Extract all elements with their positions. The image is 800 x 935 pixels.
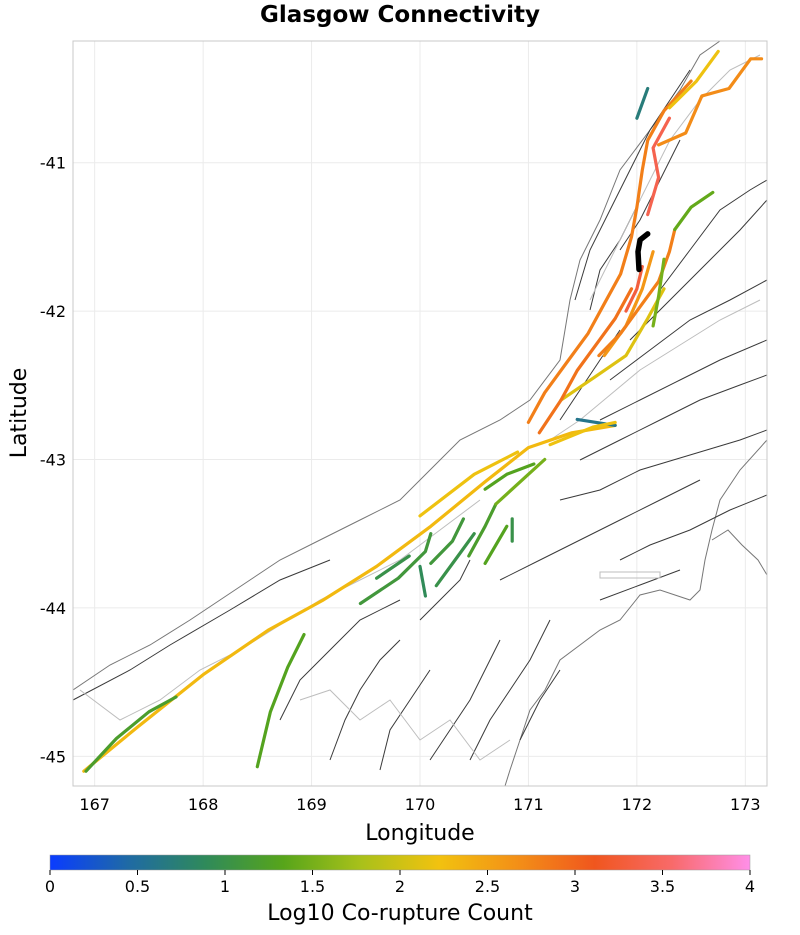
background-fault — [519, 669, 561, 741]
connectivity-segment — [255, 633, 306, 769]
background-fault — [609, 279, 767, 381]
colorbar-tick-label: 1.5 — [300, 877, 325, 896]
connectivity-segment — [483, 524, 509, 565]
connectivity-segment — [597, 227, 677, 358]
background-fault — [469, 619, 551, 761]
background-fault — [73, 559, 331, 701]
background-fault — [629, 199, 767, 341]
grid — [73, 41, 767, 786]
connectivity-segment — [429, 517, 465, 565]
background-fault — [599, 339, 767, 421]
glasgow-source-fault — [635, 231, 651, 273]
connectivity-segment — [667, 49, 720, 110]
background-fault — [619, 494, 767, 561]
x-tick-label: 173 — [730, 795, 761, 814]
background-fault — [619, 139, 681, 251]
background-fault — [419, 559, 471, 621]
background-fault — [579, 374, 767, 461]
colorbar-ticks: 0 0.5 1 1.5 2 2.5 3 3.5 4 — [45, 870, 755, 896]
connectivity-segment — [635, 86, 650, 120]
background-fault — [499, 479, 701, 581]
colorbar-tick-label: 2 — [395, 877, 405, 896]
x-tick-label: 171 — [513, 795, 544, 814]
background-fault — [429, 639, 501, 761]
x-tick-label: 168 — [188, 795, 219, 814]
coastline — [73, 41, 721, 691]
east-coastline — [504, 439, 767, 786]
connectivity-segment — [467, 502, 498, 558]
y-tick-label: -41 — [40, 154, 66, 173]
connectivity-segment — [82, 423, 617, 773]
fault-subsection-outline — [599, 571, 661, 579]
colorbar-tick-label: 3 — [570, 877, 580, 896]
y-axis-ticks: -41 -42 -43 -44 -45 — [40, 154, 66, 767]
x-tick-label: 169 — [296, 795, 327, 814]
x-axis-label: Longitude — [365, 821, 474, 846]
connectivity-segment — [651, 257, 666, 328]
connectivity-segment — [559, 287, 666, 402]
connectivity-segment — [646, 116, 671, 217]
y-tick-label: -45 — [40, 747, 66, 766]
background-fault — [659, 179, 767, 291]
y-tick-label: -44 — [40, 599, 66, 618]
x-tick-label: 167 — [79, 795, 110, 814]
colorbar-label: Log10 Co-rupture Count — [267, 901, 533, 926]
connectivity-segment — [673, 190, 715, 232]
connectivity-segment — [375, 554, 411, 580]
background-fault — [559, 429, 767, 501]
background-fault — [589, 199, 641, 311]
colorbar-tick-label: 3.5 — [650, 877, 675, 896]
connectivity-segment — [358, 532, 433, 606]
fault-subsection-outline — [299, 689, 511, 761]
colorbar-tick-label: 4 — [745, 877, 755, 896]
connectivity-lines — [82, 49, 764, 773]
banks-peninsula-coast — [711, 529, 767, 576]
connectivity-segment — [418, 450, 520, 518]
connectivity-segment — [434, 532, 476, 588]
x-tick-label: 172 — [622, 795, 653, 814]
connectivity-segment — [537, 287, 634, 435]
colorbar-tick-label: 2.5 — [475, 877, 500, 896]
colorbar-tick-label: 1 — [220, 877, 230, 896]
y-tick-label: -43 — [40, 451, 66, 470]
colorbar-tick-label: 0 — [45, 877, 55, 896]
x-tick-label: 170 — [405, 795, 436, 814]
y-axis-label: Latitude — [7, 368, 32, 459]
map-area — [73, 41, 767, 786]
connectivity-segment — [657, 57, 764, 147]
x-axis-ticks: 167 168 169 170 171 172 173 — [79, 795, 760, 814]
background-fault — [329, 639, 401, 761]
connectivity-segment — [494, 457, 547, 506]
chart-title: Glasgow Connectivity — [260, 2, 540, 28]
colorbar-tick-label: 0.5 — [125, 877, 150, 896]
connectivity-segment — [624, 265, 644, 313]
connectivity-segment — [84, 695, 178, 773]
plot-frame — [72, 40, 768, 787]
connectivity-segment — [483, 462, 536, 491]
colorbar — [49, 854, 751, 871]
y-tick-label: -42 — [40, 302, 66, 321]
background-fault — [279, 599, 401, 721]
background-fault — [599, 569, 681, 601]
connectivity-segment — [418, 564, 427, 598]
connectivity-segment — [548, 420, 617, 447]
background-fault — [379, 669, 431, 771]
background-fault — [574, 69, 691, 301]
fault-subsection-outline — [589, 54, 761, 301]
connectivity-segment — [526, 79, 693, 424]
